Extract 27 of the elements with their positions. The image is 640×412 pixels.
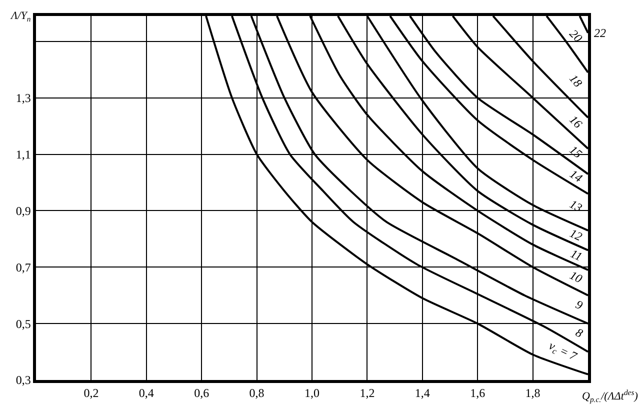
y-tick-label: 1,3 [16, 91, 31, 106]
x-tick-label: 0,8 [249, 386, 264, 400]
y-tick-label: 1,1 [16, 147, 31, 162]
x-axis-title: Q$_{p.c.}$/(ΛΔt$^{des}$) [582, 388, 638, 404]
x-tick-label: 1,6 [470, 386, 486, 400]
y-axis-title: Λ/Y$_{n}$ [10, 10, 31, 24]
x-tick-label: 1,2 [360, 386, 375, 400]
text: 18 [566, 72, 586, 90]
x-tick-label: 1,8 [525, 386, 540, 400]
y-tick-label: 0,7 [16, 260, 31, 274]
text: 16 [566, 112, 585, 131]
text: 9 [573, 297, 585, 312]
text: 12 [568, 226, 584, 244]
text: 20 [566, 26, 586, 46]
text: 10 [568, 268, 584, 286]
y-tick-label: 0,9 [16, 204, 31, 218]
x-tick-label: 1,4 [414, 386, 430, 400]
text: 11 [568, 246, 584, 264]
x-tick-label: 0,4 [138, 386, 154, 400]
text: 14 [567, 166, 585, 186]
x-tick-label: 0,6 [194, 386, 210, 400]
x-tick-label: 0,2 [84, 386, 99, 400]
y-tick-label: 0,3 [16, 373, 31, 388]
y-tick-label: 0,5 [16, 316, 31, 331]
text: 8 [573, 325, 586, 340]
series-label: 22 [594, 26, 606, 40]
x-tick-label: 1,0 [304, 386, 320, 400]
